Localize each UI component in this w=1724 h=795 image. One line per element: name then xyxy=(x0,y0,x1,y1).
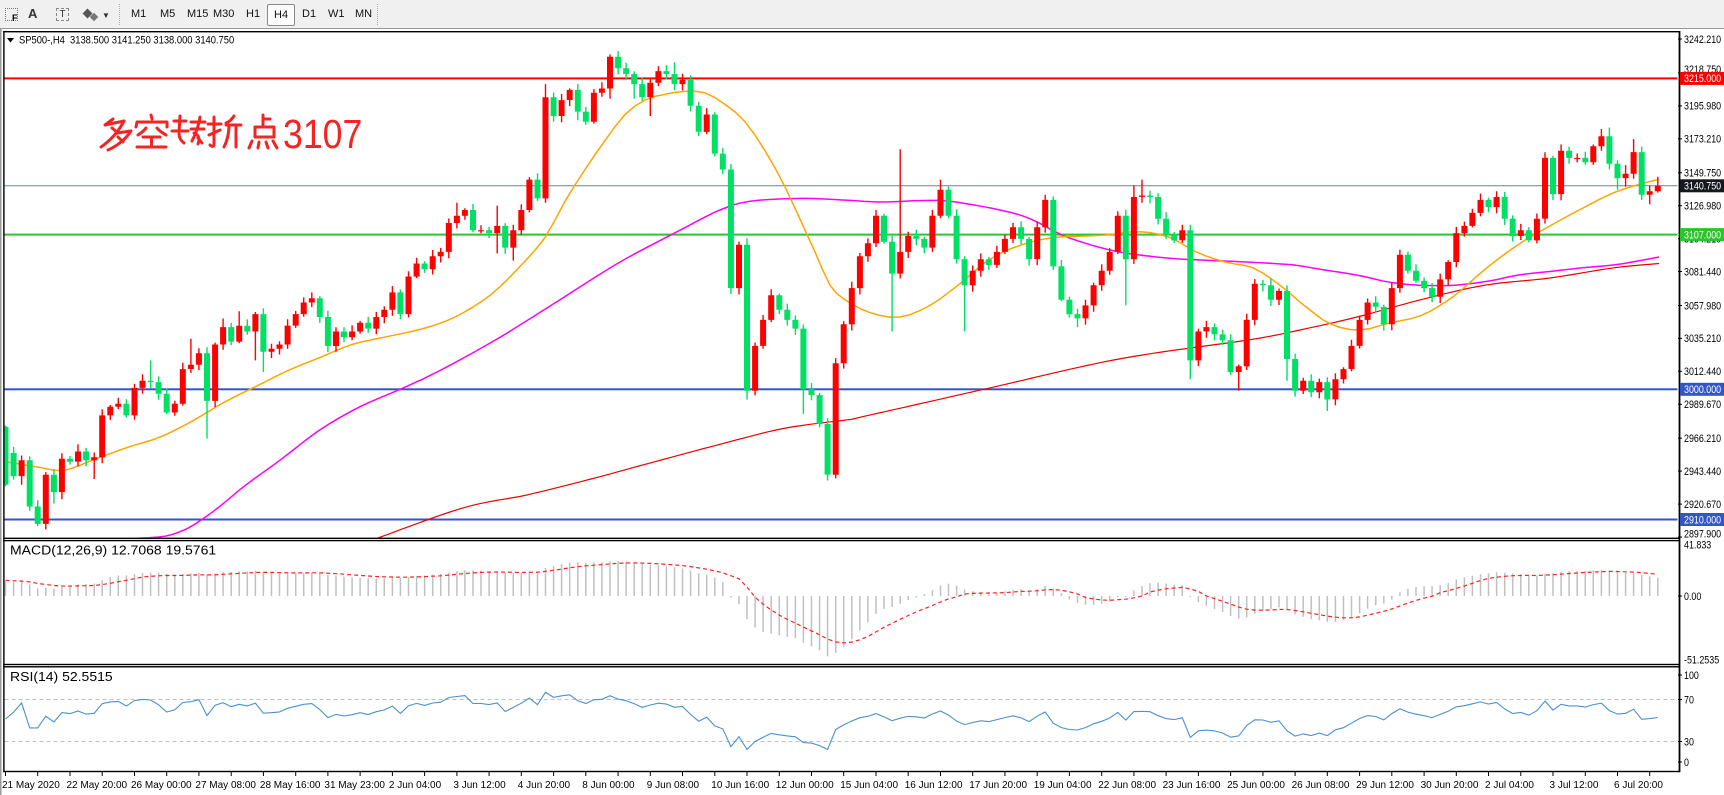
svg-text:100: 100 xyxy=(1684,670,1699,682)
svg-text:31 May 23:00: 31 May 23:00 xyxy=(324,780,385,791)
svg-text:29 Jun 12:00: 29 Jun 12:00 xyxy=(1356,780,1414,791)
svg-text:30: 30 xyxy=(1684,737,1694,749)
svg-text:SP500-,H4 3138.500 3141.250 3: SP500-,H4 3138.500 3141.250 3138.000 314… xyxy=(19,35,234,47)
svg-text:0.00: 0.00 xyxy=(1684,591,1702,603)
svg-text:3035.210: 3035.210 xyxy=(1684,333,1722,345)
svg-text:6 Jul 20:00: 6 Jul 20:00 xyxy=(1614,780,1663,791)
svg-text:17 Jun 20:00: 17 Jun 20:00 xyxy=(969,780,1027,791)
svg-text:3107.000: 3107.000 xyxy=(1684,230,1722,242)
svg-text:12 Jun 00:00: 12 Jun 00:00 xyxy=(776,780,834,791)
svg-text:-51.2535: -51.2535 xyxy=(1684,655,1720,667)
svg-text:3081.440: 3081.440 xyxy=(1684,267,1722,279)
svg-text:28 May 16:00: 28 May 16:00 xyxy=(260,780,321,791)
svg-text:19 Jun 04:00: 19 Jun 04:00 xyxy=(1034,780,1092,791)
svg-text:15 Jun 04:00: 15 Jun 04:00 xyxy=(840,780,898,791)
svg-text:23 Jun 16:00: 23 Jun 16:00 xyxy=(1163,780,1221,791)
svg-text:41.833: 41.833 xyxy=(1684,540,1712,552)
svg-text:22 May 20:00: 22 May 20:00 xyxy=(67,780,128,791)
svg-text:2943.440: 2943.440 xyxy=(1684,466,1722,478)
svg-text:3140.750: 3140.750 xyxy=(1684,181,1722,193)
svg-text:3242.210: 3242.210 xyxy=(1684,34,1722,46)
svg-text:3012.440: 3012.440 xyxy=(1684,366,1722,378)
svg-text:2897.900: 2897.900 xyxy=(1684,529,1722,541)
svg-text:3107: 3107 xyxy=(283,112,362,158)
svg-text:3195.980: 3195.980 xyxy=(1684,101,1722,113)
svg-text:MACD(12,26,9) 12.7068 19.5761: MACD(12,26,9) 12.7068 19.5761 xyxy=(10,543,216,557)
svg-text:9 Jun 08:00: 9 Jun 08:00 xyxy=(647,780,700,791)
svg-text:3149.750: 3149.750 xyxy=(1684,168,1722,180)
svg-text:21 May 2020: 21 May 2020 xyxy=(2,780,60,791)
svg-text:3126.980: 3126.980 xyxy=(1684,201,1722,213)
svg-text:30 Jun 20:00: 30 Jun 20:00 xyxy=(1421,780,1479,791)
svg-text:22 Jun 08:00: 22 Jun 08:00 xyxy=(1098,780,1156,791)
svg-text:10 Jun 16:00: 10 Jun 16:00 xyxy=(711,780,769,791)
svg-text:2 Jul 04:00: 2 Jul 04:00 xyxy=(1485,780,1534,791)
svg-text:3000.000: 3000.000 xyxy=(1684,384,1722,396)
svg-text:70: 70 xyxy=(1684,695,1694,707)
svg-text:3057.980: 3057.980 xyxy=(1684,301,1722,313)
svg-text:3173.210: 3173.210 xyxy=(1684,134,1722,146)
svg-text:RSI(14) 52.5515: RSI(14) 52.5515 xyxy=(10,670,113,684)
svg-text:27 May 08:00: 27 May 08:00 xyxy=(195,780,256,791)
svg-text:8 Jun 00:00: 8 Jun 00:00 xyxy=(582,780,635,791)
svg-text:2910.000: 2910.000 xyxy=(1684,515,1722,527)
svg-text:3 Jun 12:00: 3 Jun 12:00 xyxy=(453,780,506,791)
svg-text:2920.670: 2920.670 xyxy=(1684,499,1722,511)
svg-text:3215.000: 3215.000 xyxy=(1684,73,1722,85)
svg-text:26 Jun 08:00: 26 Jun 08:00 xyxy=(1292,780,1350,791)
svg-text:2 Jun 04:00: 2 Jun 04:00 xyxy=(389,780,442,791)
svg-text:26 May 00:00: 26 May 00:00 xyxy=(131,780,192,791)
svg-text:2966.210: 2966.210 xyxy=(1684,433,1722,445)
svg-text:4 Jun 20:00: 4 Jun 20:00 xyxy=(518,780,571,791)
svg-text:0: 0 xyxy=(1684,757,1689,769)
svg-text:16 Jun 12:00: 16 Jun 12:00 xyxy=(905,780,963,791)
svg-text:25 Jun 00:00: 25 Jun 00:00 xyxy=(1227,780,1285,791)
svg-text:3 Jul 12:00: 3 Jul 12:00 xyxy=(1550,780,1599,791)
svg-text:2989.670: 2989.670 xyxy=(1684,399,1722,411)
